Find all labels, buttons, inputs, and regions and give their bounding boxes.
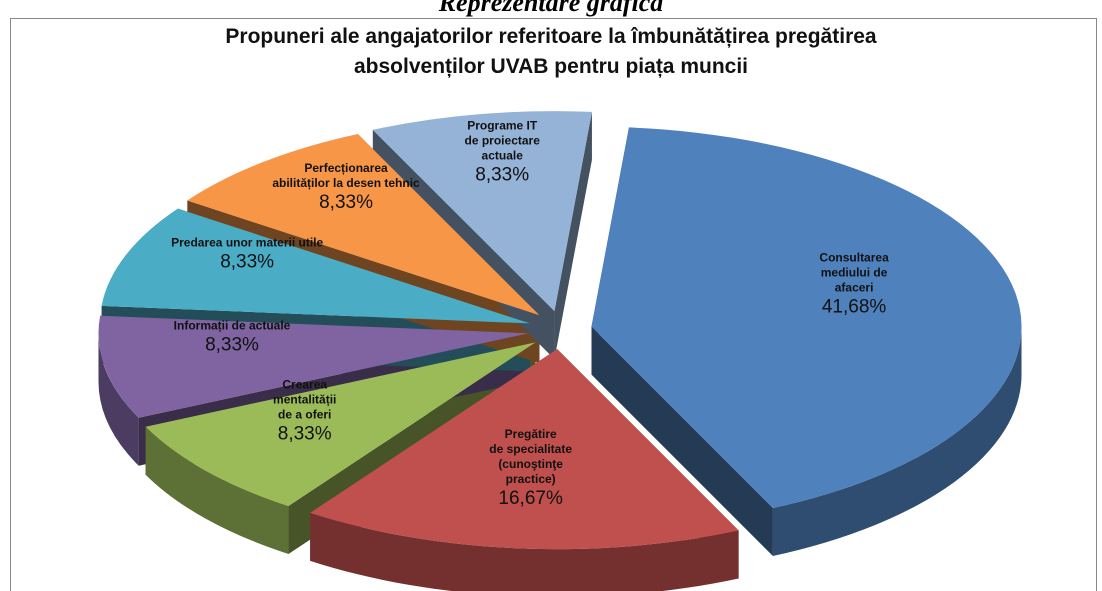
slice-side	[310, 512, 739, 591]
slice-label: Informații de actuale 8,33%	[174, 318, 291, 357]
value-label: 8,33%	[277, 423, 332, 445]
slice-label: Pregătire de specialitate (cunoştinţe pr…	[489, 427, 572, 511]
chart-title: Propuneri ale angajatorilor referitoare …	[225, 25, 877, 78]
slice-label: Perfecționarea abilităților la desen teh…	[272, 161, 419, 215]
slice-side	[98, 333, 139, 466]
slice-label: Crearea mentalității de a oferi 8,33%	[273, 378, 336, 447]
slice-top	[310, 349, 739, 550]
slice-top	[101, 208, 530, 324]
slice-label: Consultarea mediului de afaceri 41,68%	[819, 251, 888, 320]
slice-top	[591, 127, 1022, 509]
chart-frame	[10, 18, 1097, 591]
value-label: 41,68%	[821, 296, 887, 318]
slice-top	[187, 134, 540, 316]
category-label: Programe IT de proiectare actuale	[464, 118, 540, 163]
category-label: Perfecționarea abilităților la desen teh…	[272, 161, 420, 190]
category-label: Predarea unor materii utile	[171, 235, 324, 250]
slice-side	[145, 426, 289, 555]
slice-side	[772, 326, 1022, 557]
header: Reprezentare grafică	[438, 0, 664, 17]
value-label: 16,67%	[498, 487, 563, 509]
value-label: 8,33%	[220, 251, 275, 273]
slice-label: Predarea unor materii utile 8,33%	[171, 236, 323, 275]
category-label: Crearea mentalității de a oferi	[273, 377, 337, 422]
slice-top	[372, 111, 592, 312]
slice-wall	[554, 111, 592, 360]
category-label: Pregătire de specialitate (cunoştinţe pr…	[489, 426, 573, 486]
slice-wall	[591, 326, 773, 557]
value-label: 8,33%	[475, 164, 530, 186]
slice-top	[98, 315, 529, 418]
value-label: 8,33%	[205, 334, 259, 356]
category-label: Informații de actuale	[173, 318, 291, 333]
category-label: Consultarea mediului de afaceri	[819, 250, 889, 295]
value-label: 8,33%	[319, 192, 373, 213]
slice-top	[145, 342, 536, 507]
slice-label: Programe IT de proiectare actuale 8,33%	[465, 119, 540, 188]
